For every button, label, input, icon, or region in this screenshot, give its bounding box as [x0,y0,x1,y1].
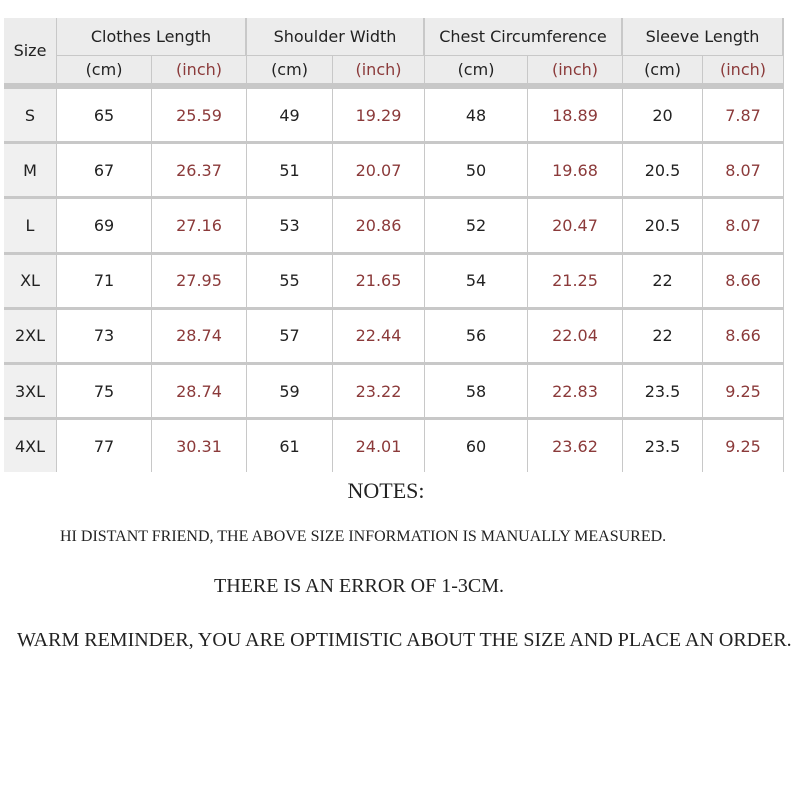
value-cell: 50 [425,144,527,197]
group-header: Sleeve Length [623,18,782,55]
value-cell: 23.22 [333,365,424,418]
value-cell: 19.68 [528,144,622,197]
value-cell: 23.62 [528,420,622,473]
value-cell: 8.07 [703,199,783,252]
value-cell: 48 [425,89,527,142]
value-cell: 20.5 [623,199,702,252]
size-cell: M [4,144,56,197]
value-cell: 18.89 [528,89,622,142]
size-cell: S [4,89,56,142]
value-cell: 20.47 [528,199,622,252]
size-cell: L [4,199,56,252]
value-cell: 55 [247,254,332,307]
unit-header: (inch) [333,56,424,83]
value-cell: 20 [623,89,702,142]
value-cell: 27.16 [152,199,246,252]
value-cell: 60 [425,420,527,473]
value-cell: 20.5 [623,144,702,197]
value-cell: 73 [57,309,151,362]
value-cell: 75 [57,365,151,418]
size-cell: 3XL [4,365,56,418]
value-cell: 52 [425,199,527,252]
unit-header: (cm) [247,56,332,83]
unit-header: (cm) [57,56,151,83]
size-cell: XL [4,254,56,307]
value-cell: 56 [425,309,527,362]
value-cell: 20.86 [333,199,424,252]
value-cell: 28.74 [152,309,246,362]
unit-header: (inch) [152,56,246,83]
value-cell: 20.07 [333,144,424,197]
value-cell: 54 [425,254,527,307]
group-header: Chest Circumference [425,18,621,55]
size-table: Size Clothes Length Shoulder Width Chest Ci… [4,18,784,473]
size-cell: 2XL [4,309,56,362]
value-cell: 28.74 [152,365,246,418]
value-cell: 22 [623,309,702,362]
value-cell: 22.44 [333,309,424,362]
size-cell: 4XL [4,420,56,473]
value-cell: 30.31 [152,420,246,473]
note-line: WARM REMINDER, YOU ARE OPTIMISTIC ABOUT … [17,629,792,651]
value-cell: 22.83 [528,365,622,418]
value-cell: 23.5 [623,420,702,473]
value-cell: 9.25 [703,420,783,473]
value-cell: 23.5 [623,365,702,418]
size-header: Size [4,18,56,83]
unit-header: (cm) [425,56,527,83]
value-cell: 8.66 [703,309,783,362]
value-cell: 21.65 [333,254,424,307]
value-cell: 57 [247,309,332,362]
unit-header: (inch) [703,56,783,83]
value-cell: 8.07 [703,144,783,197]
value-cell: 22 [623,254,702,307]
value-cell: 7.87 [703,89,783,142]
group-header: Clothes Length [57,18,245,55]
value-cell: 22.04 [528,309,622,362]
note-line: HI DISTANT FRIEND, THE ABOVE SIZE INFORM… [60,528,667,545]
value-cell: 25.59 [152,89,246,142]
value-cell: 58 [425,365,527,418]
value-cell: 59 [247,365,332,418]
value-cell: 77 [57,420,151,473]
unit-header: (inch) [528,56,622,83]
value-cell: 8.66 [703,254,783,307]
value-cell: 27.95 [152,254,246,307]
value-cell: 53 [247,199,332,252]
note-line: THERE IS AN ERROR OF 1-3CM. [214,575,505,597]
group-header: Shoulder Width [247,18,423,55]
value-cell: 19.29 [333,89,424,142]
value-cell: 67 [57,144,151,197]
value-cell: 49 [247,89,332,142]
value-cell: 61 [247,420,332,473]
value-cell: 71 [57,254,151,307]
value-cell: 65 [57,89,151,142]
value-cell: 21.25 [528,254,622,307]
value-cell: 24.01 [333,420,424,473]
unit-header: (cm) [623,56,702,83]
value-cell: 51 [247,144,332,197]
value-cell: 69 [57,199,151,252]
value-cell: 26.37 [152,144,246,197]
notes-title: NOTES: [347,478,425,503]
value-cell: 9.25 [703,365,783,418]
